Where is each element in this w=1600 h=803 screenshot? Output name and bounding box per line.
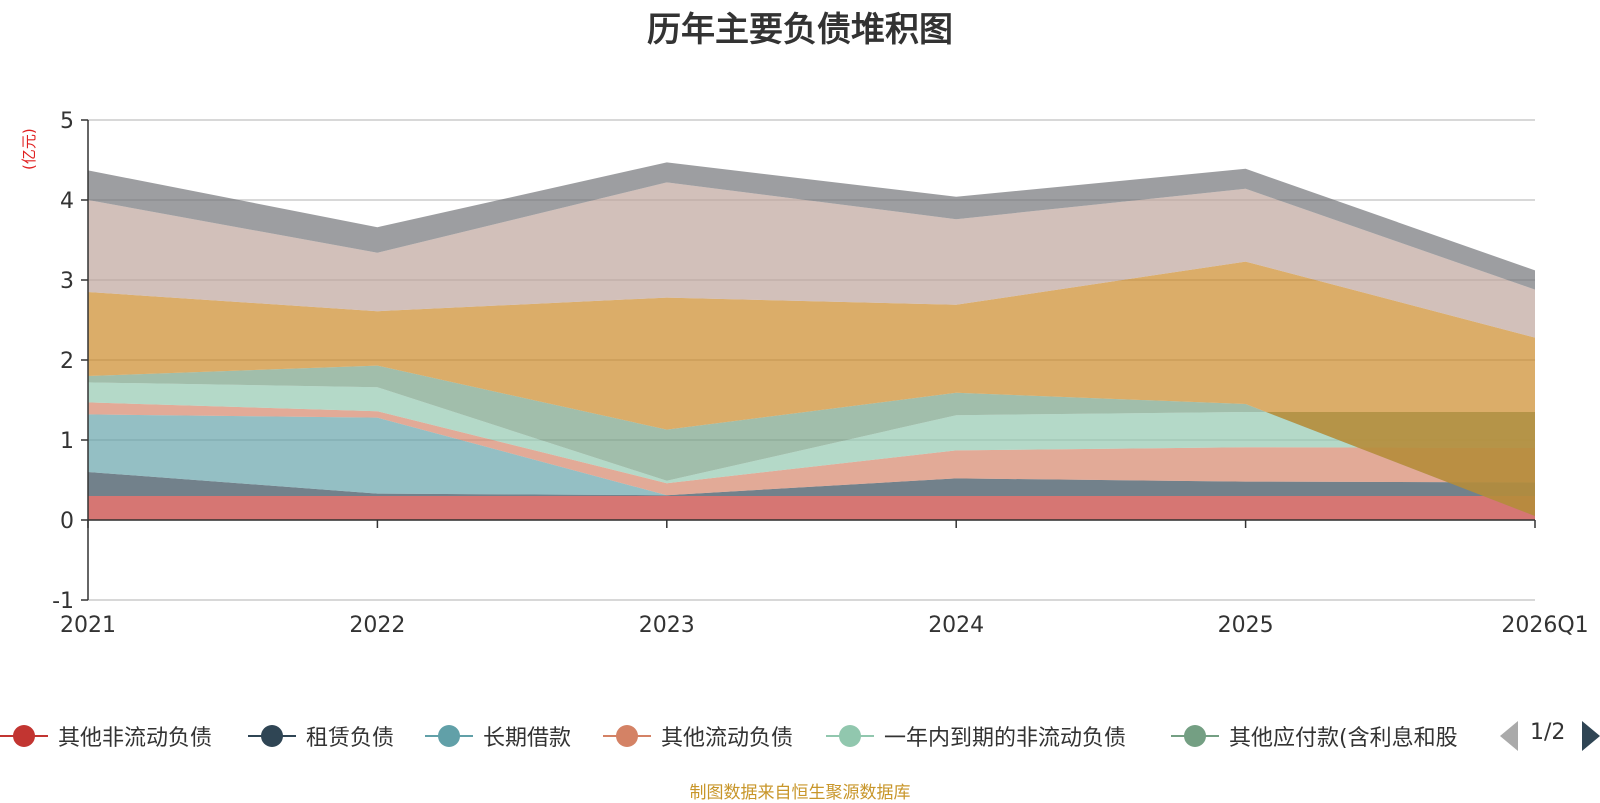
y-tick-label: 2 bbox=[60, 349, 74, 374]
legend-marker-icon bbox=[425, 724, 473, 748]
legend-marker-icon bbox=[248, 724, 296, 748]
x-tick-label: 2025 bbox=[1218, 613, 1274, 638]
legend-label: 其他应付款(含利息和股 bbox=[1229, 726, 1458, 751]
legend-item[interactable]: 其他应付款(含利息和股 bbox=[1171, 718, 1458, 754]
area-series-4 bbox=[88, 382, 1535, 484]
x-tick-label: 2022 bbox=[349, 613, 405, 638]
legend: 其他非流动负债 租赁负债 长期借款 其他流动负债 一年内到期的非流动负债 其他应付款(含利… bbox=[0, 718, 1600, 754]
legend-prev-page-icon[interactable] bbox=[1500, 721, 1518, 751]
area-series-5 bbox=[88, 365, 1535, 516]
y-tick-label: -1 bbox=[52, 589, 74, 614]
y-tick-label: 4 bbox=[60, 189, 74, 214]
y-tick-label: 5 bbox=[60, 109, 74, 134]
axes bbox=[81, 119, 1536, 601]
legend-item[interactable]: 租赁负债 bbox=[248, 718, 394, 754]
area-series-0 bbox=[88, 496, 1535, 520]
area-series-2 bbox=[88, 414, 1535, 496]
legend-label: 其他非流动负债 bbox=[58, 726, 213, 751]
chart-title: 历年主要负债堆积图 bbox=[647, 10, 953, 50]
x-tick-label: 2026Q1 bbox=[1501, 613, 1588, 638]
legend-marker-icon bbox=[603, 724, 651, 748]
y-tick-label: 3 bbox=[60, 269, 74, 294]
legend-marker-icon bbox=[1171, 724, 1219, 748]
legend-marker-icon bbox=[0, 724, 48, 748]
area-series-6 bbox=[88, 261, 1535, 516]
x-tick-label: 2023 bbox=[639, 613, 695, 638]
legend-item[interactable]: 一年内到期的非流动负债 bbox=[826, 718, 1126, 754]
legend-label: 长期借款 bbox=[483, 726, 572, 751]
data-source-note: 制图数据来自恒生聚源数据库 bbox=[689, 783, 911, 803]
area-series-8 bbox=[88, 162, 1535, 290]
area-series bbox=[88, 162, 1535, 520]
area-series-3 bbox=[88, 402, 1535, 496]
tick-labels: -1 0 1 2 3 4 5 2021 2022 2023 2024 2025 2026Q1 bbox=[52, 109, 1589, 638]
y-tick-label: 0 bbox=[60, 509, 74, 534]
x-tick-label: 2024 bbox=[928, 613, 984, 638]
legend-item[interactable]: 长期借款 bbox=[425, 718, 571, 754]
legend-item[interactable]: 其他非流动负债 bbox=[0, 718, 212, 754]
area-series-7 bbox=[88, 182, 1535, 338]
legend-pager: 1/2 bbox=[1500, 718, 1600, 754]
legend-marker-icon bbox=[826, 724, 874, 748]
stacked-area-chart: -1 0 1 2 3 4 5 2021 2022 2023 2024 2025 2026Q1 bbox=[52, 109, 1589, 638]
legend-label: 租赁负债 bbox=[306, 726, 395, 751]
legend-label: 一年内到期的非流动负债 bbox=[884, 726, 1127, 751]
legend-item[interactable]: 其他流动负债 bbox=[603, 718, 793, 754]
area-series-1 bbox=[88, 472, 1535, 496]
legend-page-indicator: 1/2 bbox=[1530, 720, 1566, 745]
y-tick-label: 1 bbox=[60, 429, 74, 454]
x-tick-label: 2021 bbox=[60, 613, 116, 638]
legend-next-page-icon[interactable] bbox=[1582, 721, 1600, 751]
legend-label: 其他流动负债 bbox=[661, 726, 794, 751]
